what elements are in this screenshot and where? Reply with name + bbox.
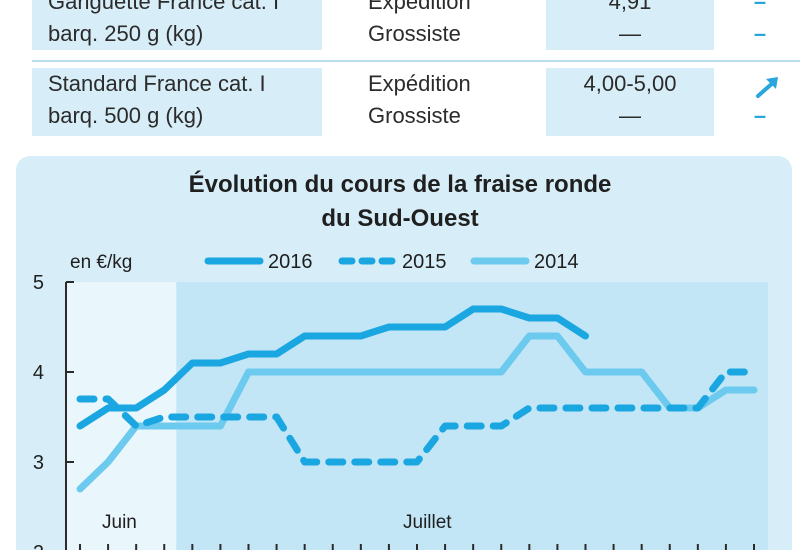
up-arrow-icon [736,68,784,100]
y-tick-label: 4 [33,362,44,384]
chart-subtitle: du Sud-Ouest [321,205,479,232]
legend-label-2016: 2016 [268,251,313,273]
product-pack: barq. 250 g (kg) [48,21,204,46]
y-axis-unit: en €/kg [70,252,132,273]
product-pack: barq. 500 g (kg) [48,103,204,128]
row-separator [32,60,800,62]
price-table: Gariguette France cat. I barq. 250 g (kg… [16,0,800,140]
series-line-2015 [76,368,758,466]
legend-label-2015: 2015 [402,251,447,273]
price-expedition: 4,00-5,00 [583,71,677,96]
month-label-juin: Juin [102,512,137,533]
price-grossiste: — [619,103,641,128]
trend-cell: – – [736,0,784,50]
y-tick-label: 2 [33,542,44,550]
trend-grossiste: – [753,103,767,128]
trend-grossiste: – [753,21,767,46]
y-tick-label: 3 [33,452,44,474]
legend-label-2014: 2014 [534,251,579,273]
product-name: Standard France cat. I [48,71,266,96]
stage-grossiste: Grossiste [368,103,461,128]
stage-cell: Expédition Grossiste [368,68,471,132]
product-name: Gariguette France cat. I [48,0,280,14]
stage-grossiste: Grossiste [368,21,461,46]
month-label-juillet: Juillet [403,512,452,533]
y-tick-label: 5 [33,272,44,294]
product-cell: Standard France cat. I barq. 500 g (kg) [32,68,322,136]
stage-expedition: Expédition [368,0,471,14]
price-expedition: 4,91 [608,0,652,14]
trend-cell: – [736,68,784,132]
trend-expedition: – [753,0,767,14]
price-grossiste: — [619,21,641,46]
series-line-2016 [76,305,589,430]
stage-expedition: Expédition [368,71,471,96]
stage-cell: Expédition Grossiste [368,0,471,50]
price-cell: 4,91 — [546,0,714,50]
chart-title: Évolution du cours de la fraise ronde [188,171,612,198]
series-line-2014 [76,332,758,493]
product-cell: Gariguette France cat. I barq. 250 g (kg… [32,0,322,50]
price-cell: 4,00-5,00 — [546,68,714,136]
